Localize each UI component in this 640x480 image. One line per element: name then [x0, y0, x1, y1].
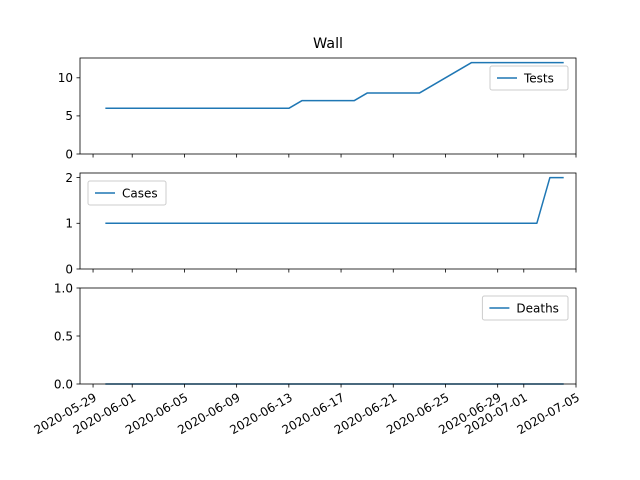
legend: Tests	[489, 65, 569, 91]
y-tick-label: 10	[58, 71, 73, 85]
legend: Cases	[87, 180, 167, 206]
y-tick-label: 0	[65, 262, 73, 276]
y-tick-label: 0.0	[54, 377, 73, 391]
y-tick-label: 0.5	[54, 329, 73, 343]
y-tick-label: 0	[65, 147, 73, 161]
series-line-cases	[105, 176, 564, 225]
chart-title: Wall	[313, 36, 343, 52]
legend-label: Cases	[122, 186, 158, 200]
legend: Deaths	[481, 295, 569, 321]
subplot-1: 0 5 10 Tests	[58, 57, 577, 161]
axes-frame	[79, 172, 577, 270]
subplot-2: 0 1 2 Cases	[65, 171, 577, 276]
legend-label: Tests	[523, 71, 554, 85]
y-tick-label: 5	[65, 109, 73, 123]
series-line-tests	[105, 61, 564, 110]
axes-frame	[79, 57, 577, 155]
y-tick-label: 1.0	[54, 281, 73, 295]
legend-box	[489, 65, 569, 91]
legend-label: Deaths	[516, 301, 559, 315]
legend-box	[481, 295, 569, 321]
legend-box	[87, 180, 167, 206]
y-tick-label: 1	[65, 217, 73, 231]
y-tick-label: 2	[65, 171, 73, 185]
